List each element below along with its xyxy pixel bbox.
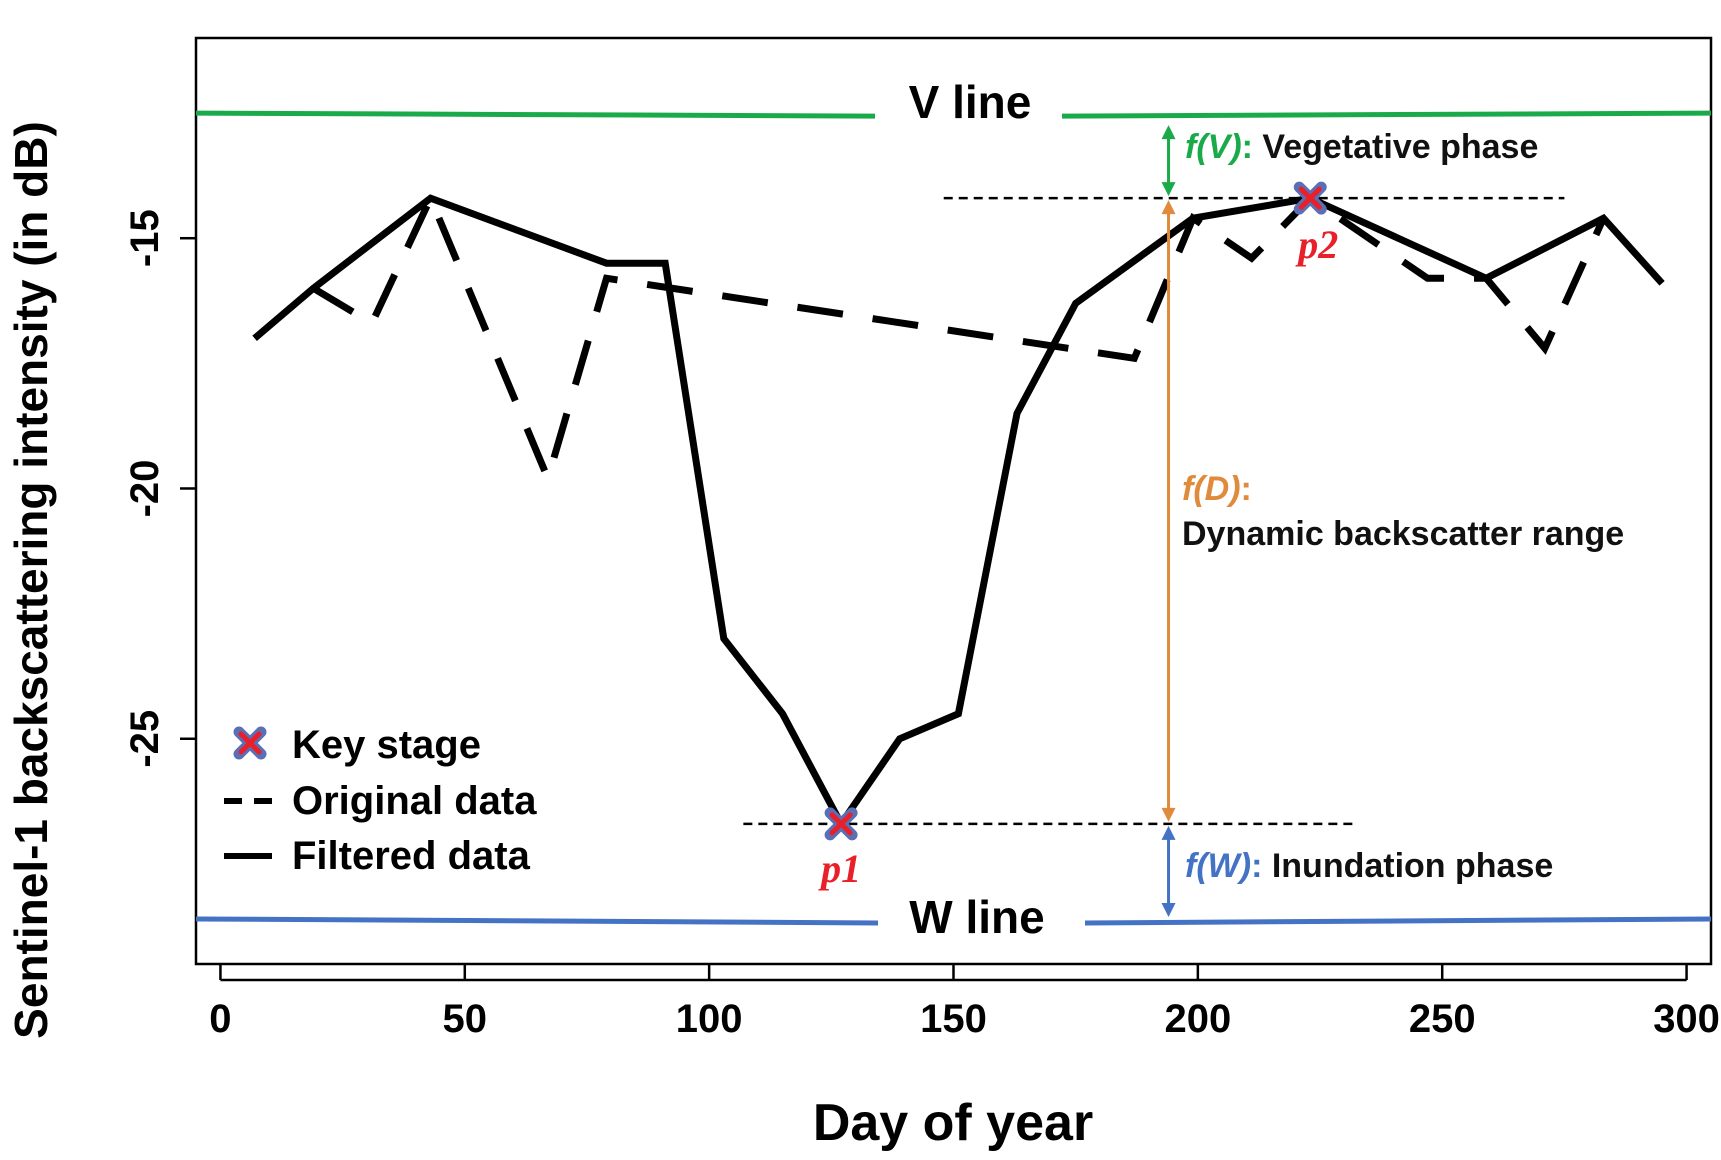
x-tick-label-300: 300 [1653,997,1720,1041]
v-line-label: V line [909,76,1032,128]
y-tick-label--25: -25 [123,710,167,768]
x-tick-label-0: 0 [209,997,231,1041]
fd-label: f(D) [1182,470,1241,508]
range-arrows [1161,125,1176,917]
x-tick-label-100: 100 [676,997,743,1041]
x-tick-label-150: 150 [920,997,987,1041]
fw-annotation: f(W): Inundation phase [1185,847,1553,885]
fd-separator: : [1241,470,1252,508]
fw-text: Inundation phase [1262,847,1553,885]
series-layer [252,189,1665,831]
x-tick-label-250: 250 [1409,997,1476,1041]
legend-original-data: Original data [292,779,537,823]
y-axis-label: Sentinel-1 backscattering intensity (in … [5,121,57,1039]
x-axis-label: Day of year [813,1094,1093,1152]
legend-key-stage: Key stage [292,723,481,767]
y-tick-label--20: -20 [123,460,167,518]
key-stage-markers: p1 p2 [818,181,1338,891]
reference-levels [743,196,1565,826]
key-stage-marker-p2 [1293,181,1327,215]
x-tick-label-200: 200 [1164,997,1231,1041]
fv-annotation: f(V): Vegetative phase [1185,128,1538,166]
legend: Key stage Original data Filtered data [224,723,537,878]
v-line-left [195,110,876,119]
y-tick-label--15: -15 [123,209,167,267]
fd-annotation: f(D): [1182,470,1252,508]
fv-separator: : [1242,128,1253,166]
fv-text: Vegetative phase [1253,128,1538,166]
legend-key-stage-marker [233,726,267,760]
legend-key-stage-icon [233,726,267,760]
legend-filtered-data: Filtered data [292,834,531,878]
key-stage-marker-p1 [824,807,858,841]
series-filtered-data [252,194,1665,831]
fw-label: f(W) [1185,847,1251,885]
w-line-label: W line [909,891,1044,943]
fw-separator: : [1251,847,1262,885]
fd-arrow [1161,200,1176,822]
w-line-right [1084,916,1712,926]
x-axis: 0 50 100 150 200 250 300 [209,964,1720,1041]
reference-lines [195,110,1712,926]
fv-label: f(V) [1185,128,1242,166]
plot-frame [194,36,1713,966]
fv-arrow [1161,125,1176,197]
y-axis: -15 -20 -25 [123,209,196,768]
w-line-left [195,916,879,926]
fd-text: Dynamic backscatter range [1182,515,1624,553]
v-line-right [1061,110,1712,119]
series-original-data [311,189,1607,489]
x-tick-label-50: 50 [443,997,488,1041]
key-stage-label-p1: p1 [818,846,861,891]
fw-arrow [1161,825,1176,917]
key-stage-label-p2: p2 [1295,222,1338,267]
